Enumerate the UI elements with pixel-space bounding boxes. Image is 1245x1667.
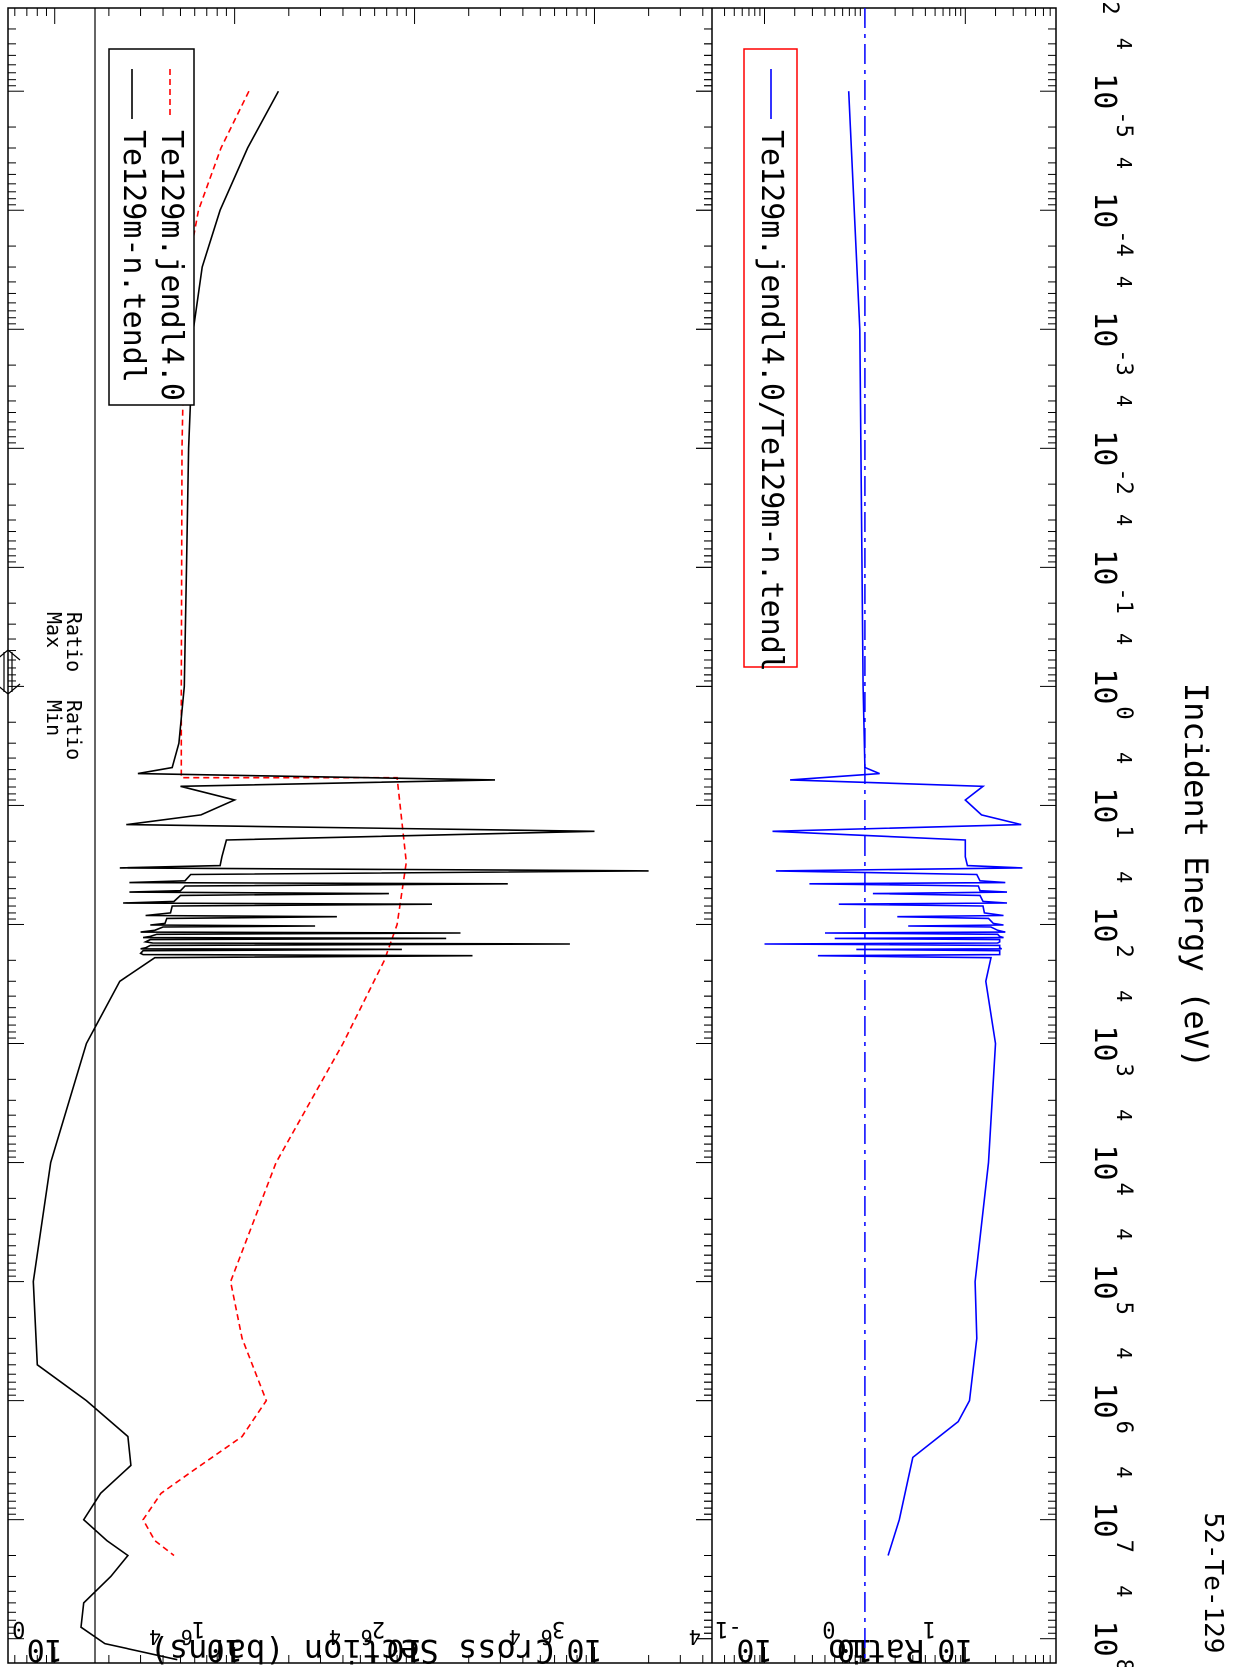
x-minor-label-4: 4	[1112, 157, 1136, 169]
x-tick-label: 10	[1087, 1502, 1122, 1538]
ratio-arrowhead-left	[0, 649, 21, 661]
x-tick-label: 10	[1087, 787, 1122, 823]
ratio-arrowhead-right	[0, 683, 21, 695]
x-minor-label-4: 4	[1112, 990, 1136, 1002]
y-axis-label-bottom: Ratio	[828, 1632, 924, 1667]
x-minor-label-4: 4	[1112, 276, 1136, 288]
x-tick-label: 10	[1087, 192, 1122, 228]
y-tick-label: 10	[837, 1632, 873, 1667]
y-tick-exponent: 1	[923, 1616, 936, 1641]
y-minor-label-4: 4	[329, 1625, 341, 1649]
x-tick-label: 10	[1087, 311, 1122, 347]
x-tick-exponent: -4	[1111, 230, 1136, 257]
x-tick-label: 10	[1087, 549, 1122, 585]
y-tick-label: 10	[937, 1632, 973, 1667]
y-tick-exponent: 2	[372, 1616, 385, 1641]
y-tick-exponent: 0	[12, 1616, 25, 1641]
x-tick-label: 10	[1087, 1025, 1122, 1061]
y-tick-exponent: 3	[552, 1616, 565, 1641]
x-minor-label-4: 4	[1112, 395, 1136, 407]
x-minor-label-4: 4	[1112, 1347, 1136, 1359]
y-tick-exponent: 1	[192, 1616, 205, 1641]
series-line-ratio	[764, 91, 1023, 1556]
y-tick-label: 10	[207, 1632, 243, 1667]
x-tick-exponent: -3	[1111, 349, 1136, 376]
y-minor-label-6: 6	[541, 1625, 553, 1649]
x-minor-label-4: 4	[1112, 752, 1136, 764]
x-tick-exponent: -5	[1111, 111, 1136, 138]
x-tick-label: 10	[1087, 1264, 1122, 1300]
y-tick-label: 10	[736, 1632, 772, 1667]
x-tick-label: 10	[1087, 1383, 1122, 1419]
x-tick-label: 10	[1087, 1144, 1122, 1180]
x-tick-exponent: 3	[1111, 1064, 1136, 1077]
y-tick-label: 10	[386, 1632, 422, 1667]
x-minor-label-4: 4	[1112, 633, 1136, 645]
x-tick-exponent: 4	[1111, 1183, 1136, 1196]
x-tick-label: 10	[1087, 1621, 1122, 1657]
x-minor-label-2: 2	[1097, 1, 1122, 14]
legend-label-jendl: Te129m.jendl4.0	[154, 130, 189, 401]
x-minor-label-4: 4	[1112, 871, 1136, 883]
x-tick-exponent: 6	[1111, 1421, 1136, 1434]
y-minor-label-4: 4	[509, 1625, 521, 1649]
x-minor-label-4: 4	[1112, 38, 1136, 50]
y-minor-label-6: 6	[361, 1625, 373, 1649]
y-minor-label-6: 6	[181, 1625, 193, 1649]
legend-label-ratio: Te129m.jendl4.0/Te129m-n.tendl	[754, 130, 789, 672]
annotation-max-sub: Ratio	[62, 612, 86, 672]
x-minor-label-4: 4	[1112, 1228, 1136, 1240]
x-tick-exponent: 5	[1111, 1302, 1136, 1315]
y-tick-label: 10	[27, 1632, 63, 1667]
annotation-min-sub: Ratio	[62, 700, 86, 760]
plot-frame	[7, 7, 1057, 1664]
x-tick-label: 10	[1087, 906, 1122, 942]
x-tick-exponent: 1	[1111, 825, 1136, 838]
x-tick-label: 10	[1087, 73, 1122, 109]
x-minor-label-4: 4	[1112, 1109, 1136, 1121]
x-tick-exponent: -1	[1111, 587, 1136, 614]
y-tick-label: 10	[566, 1632, 602, 1667]
x-tick-label: 10	[1087, 430, 1122, 466]
x-tick-exponent: -2	[1111, 468, 1136, 495]
material-tag: 52-Te-129	[1198, 1513, 1228, 1654]
annotation-max-label: Max	[42, 612, 66, 648]
x-tick-exponent: 2	[1111, 944, 1136, 957]
x-axis-label: Incident Energy (eV)	[1177, 683, 1215, 1068]
x-minor-label-4: 4	[1112, 514, 1136, 526]
legend-label-tendl: Te129m-n.tendl	[116, 130, 151, 383]
y-minor-label-4: 4	[689, 1625, 701, 1649]
series-line-tendl	[32, 90, 649, 1661]
legend-box-bottom	[743, 48, 798, 668]
y-tick-exponent: -1	[715, 1616, 742, 1641]
x-minor-label-4: 4	[1112, 1585, 1136, 1597]
y-axis-label-top: Cross Section (barns)	[150, 1632, 555, 1667]
x-tick-exponent: 7	[1111, 1540, 1136, 1553]
x-minor-label-4: 4	[1112, 1466, 1136, 1478]
y-minor-label-4: 4	[149, 1625, 161, 1649]
annotation-min-label: Min	[42, 700, 66, 736]
x-tick-label: 10	[1087, 668, 1122, 704]
x-tick-exponent: 8	[1111, 1659, 1136, 1667]
legend-box-top	[108, 48, 195, 406]
y-tick-exponent: 0	[822, 1616, 835, 1641]
x-tick-exponent: 0	[1111, 706, 1136, 719]
